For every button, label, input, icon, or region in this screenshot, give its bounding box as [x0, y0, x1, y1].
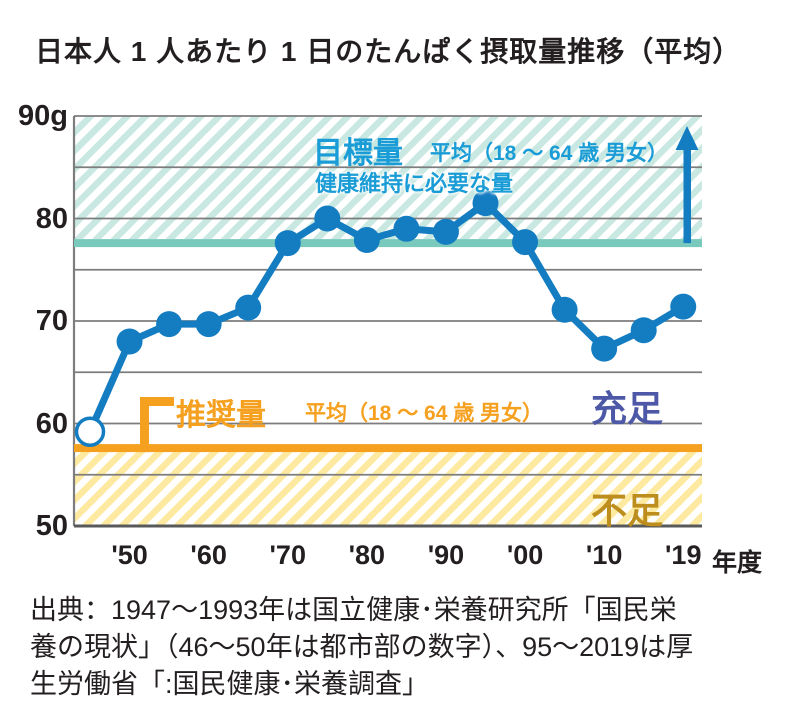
data-point — [551, 296, 578, 323]
data-point — [472, 190, 499, 217]
data-point-open — [74, 416, 106, 447]
insufficient-zone-label: 不足 — [591, 490, 664, 531]
shortage-zone-hatch — [74, 452, 702, 526]
data-point — [393, 215, 420, 242]
x-tick-label: '19 — [665, 540, 702, 570]
target-amount-sublabel: 平均（18 〜 64 歳 男女） — [430, 142, 669, 165]
target-arrow-icon — [675, 126, 699, 150]
x-tick-label: '80 — [348, 540, 386, 570]
data-point — [630, 317, 657, 344]
data-point — [195, 311, 222, 338]
source-note: 出典：1947〜1993年は国立健康･栄養研究所「国民栄 養の現状」（46〜50… — [30, 592, 770, 703]
x-tick-label: '70 — [269, 540, 306, 570]
data-point — [156, 311, 183, 338]
source-line: 養の現状」（46〜50年は都市部の数字）、95〜2019は厚 — [30, 632, 694, 662]
page-title: 日本人 1 人あたり 1 日のたんぱく摂取量推移（平均） — [35, 36, 742, 67]
y-tick-label: 60 — [35, 407, 68, 440]
target-threshold-line — [74, 239, 702, 248]
data-point — [512, 229, 539, 256]
target-arrow-icon — [683, 148, 691, 244]
y-tick-label: 90g — [18, 100, 68, 132]
x-tick-label: '50 — [111, 540, 148, 570]
source-line: 出典：1947〜1993年は国立健康･栄養研究所「国民栄 — [30, 595, 677, 625]
data-point — [274, 230, 301, 257]
sufficient-zone-label: 充足 — [591, 388, 664, 429]
data-point — [353, 227, 380, 254]
data-point — [235, 294, 262, 321]
source-line: 生労働省「:国民健康･栄養調査」 — [30, 669, 430, 699]
recommended-bracket — [140, 397, 174, 406]
x-tick-label: '10 — [585, 540, 623, 570]
x-tick-label: '60 — [190, 540, 227, 570]
data-point — [432, 218, 459, 245]
recommended-threshold-line — [74, 444, 702, 453]
target-amount-caption: 健康維持に必要な量 — [315, 171, 514, 196]
x-tick-label: '90 — [427, 540, 465, 570]
data-point — [670, 293, 697, 320]
y-tick-label: 50 — [35, 510, 68, 542]
x-tick-label: '00 — [506, 540, 544, 570]
recommended-amount-label: 推奨量 — [176, 399, 266, 432]
target-amount-label: 目標量 — [313, 137, 403, 170]
data-point — [116, 328, 143, 355]
y-tick-label: 70 — [35, 305, 68, 337]
y-tick-label: 80 — [35, 202, 68, 235]
recommended-amount-sublabel: 平均（18 〜 64 歳 男女） — [305, 402, 544, 425]
data-point — [591, 335, 618, 362]
x-axis-unit-label: 年度 — [712, 549, 763, 577]
recommended-bracket — [140, 397, 149, 453]
data-point — [314, 205, 341, 232]
protein-intake-line — [86, 199, 687, 436]
